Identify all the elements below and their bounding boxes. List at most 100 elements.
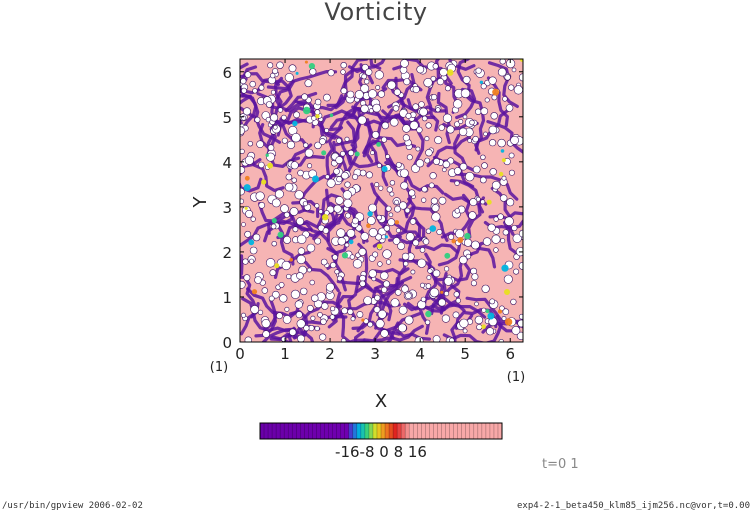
vortex-core xyxy=(339,150,346,157)
vortex-core xyxy=(270,223,277,230)
vorticity-filament xyxy=(486,120,523,154)
vortex-core xyxy=(244,71,252,78)
y-tick-label: 1 xyxy=(222,289,232,307)
vortex-core xyxy=(240,77,247,85)
vortex-core xyxy=(449,337,455,342)
vortex-core xyxy=(484,97,490,103)
vortex-core xyxy=(453,291,460,298)
vortex-core xyxy=(284,306,290,312)
vortex-core xyxy=(425,122,432,129)
vortex-core xyxy=(370,150,375,155)
colorbar-segment xyxy=(453,423,459,439)
vortex-core xyxy=(290,161,299,170)
vortex-core xyxy=(481,162,488,169)
vortex-core xyxy=(314,237,322,245)
vortex-core xyxy=(324,127,329,133)
vortex-core xyxy=(417,258,427,268)
colorbar-segment xyxy=(449,423,455,439)
vortex-core xyxy=(501,315,507,321)
vortex-core xyxy=(392,237,401,245)
vortex-core xyxy=(502,308,510,316)
vortex-core xyxy=(430,197,438,205)
x-unit-label: (1) xyxy=(507,370,525,385)
vortex-core xyxy=(258,84,265,91)
vortex-core xyxy=(462,114,468,120)
vortex-core xyxy=(375,319,385,329)
vortex-core xyxy=(431,93,438,101)
vortex-core xyxy=(476,324,483,331)
colorbar-segment xyxy=(417,423,422,439)
vortex-core xyxy=(487,223,496,232)
vortex-intense-spot xyxy=(267,162,273,169)
vortex-core xyxy=(243,107,252,116)
vortex-core xyxy=(410,269,416,275)
vortex-intense-spot xyxy=(501,158,506,163)
colorbar xyxy=(259,423,503,439)
colorbar-segment xyxy=(389,423,394,439)
colorbar-segment xyxy=(264,423,269,439)
vortex-core xyxy=(429,172,437,180)
vortex-core xyxy=(351,217,359,225)
vortex-core xyxy=(425,149,433,157)
vortex-core xyxy=(480,154,486,161)
vorticity-filament xyxy=(465,296,523,324)
vortex-core xyxy=(436,77,445,86)
vortex-core xyxy=(294,300,303,309)
colorbar-segment xyxy=(385,423,390,439)
vortex-core xyxy=(475,67,482,74)
vorticity-filament xyxy=(273,119,310,149)
vortex-core xyxy=(310,315,316,321)
vortex-core xyxy=(412,103,420,110)
vortex-core xyxy=(279,294,288,303)
vortex-core xyxy=(247,141,254,147)
vortex-core xyxy=(465,253,472,260)
vortex-core xyxy=(474,301,479,307)
vortex-core xyxy=(255,191,265,201)
x-tick-label: 4 xyxy=(415,345,425,363)
vortex-core xyxy=(244,230,252,238)
colorbar-segment xyxy=(437,423,442,439)
vortex-core xyxy=(300,287,308,296)
vortex-core xyxy=(294,190,304,200)
vortex-core xyxy=(421,186,428,193)
vortex-core xyxy=(432,269,441,278)
vortex-core xyxy=(469,198,478,207)
vortex-core xyxy=(277,107,284,113)
colorbar-segment xyxy=(356,423,362,439)
vortex-core xyxy=(395,227,401,233)
vortex-core xyxy=(470,240,480,250)
vortex-core xyxy=(502,229,509,236)
colorbar-segment xyxy=(477,423,483,439)
vortex-core xyxy=(314,98,322,106)
vortex-core xyxy=(324,174,330,180)
vortex-core xyxy=(499,59,506,65)
vortex-core xyxy=(249,246,258,255)
vortex-intense-spot xyxy=(295,71,299,75)
vortex-intense-spot xyxy=(479,80,484,85)
vorticity-filament xyxy=(287,326,296,342)
vortex-core xyxy=(372,103,382,113)
colorbar-segment xyxy=(421,423,426,439)
vortex-intense-spot xyxy=(492,88,500,96)
vortex-core xyxy=(518,313,523,320)
vortex-core xyxy=(441,167,447,173)
vortex-core xyxy=(346,90,355,99)
vortex-intense-spot xyxy=(251,289,258,295)
vortex-core xyxy=(265,258,276,268)
vortex-core xyxy=(424,319,431,325)
vortex-core xyxy=(357,115,367,125)
vortex-core xyxy=(304,79,313,88)
colorbar-segment xyxy=(272,423,277,439)
vortex-intense-spot xyxy=(248,239,255,246)
vortex-core xyxy=(343,198,353,208)
vortex-core xyxy=(297,234,307,245)
vortex-core xyxy=(318,209,324,214)
vortex-core xyxy=(510,135,519,145)
colorbar-segment xyxy=(308,423,313,439)
vorticity-filament xyxy=(241,297,297,333)
vortex-core xyxy=(360,104,369,114)
vortex-intense-spot xyxy=(329,113,334,118)
vortex-core xyxy=(503,274,513,284)
vortex-core xyxy=(337,237,346,246)
vortex-core xyxy=(398,305,408,315)
